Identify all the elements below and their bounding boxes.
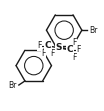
Text: C: C bbox=[45, 41, 51, 50]
Text: S: S bbox=[56, 43, 62, 52]
Text: F: F bbox=[77, 45, 81, 54]
Text: F: F bbox=[72, 53, 77, 62]
Text: Br: Br bbox=[8, 81, 17, 90]
Text: F: F bbox=[37, 41, 41, 50]
Text: F: F bbox=[72, 38, 77, 47]
Text: C: C bbox=[67, 45, 74, 54]
Text: F: F bbox=[41, 49, 46, 58]
Text: Br: Br bbox=[89, 26, 98, 35]
Text: F: F bbox=[50, 49, 54, 58]
